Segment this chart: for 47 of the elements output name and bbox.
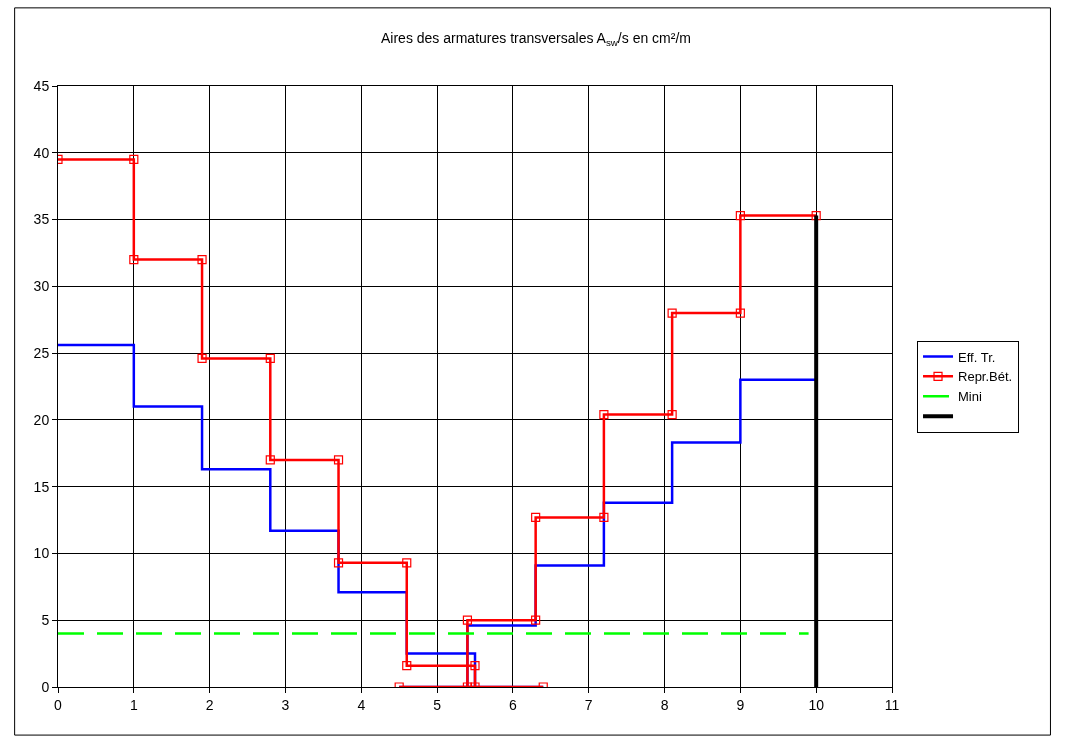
point [129,154,139,165]
point [197,255,207,265]
legend-label: Mini [958,389,982,405]
legend-label: Eff. Tr. [958,349,996,365]
legend-label: Repr.Bét. [958,369,1013,385]
point [197,353,207,364]
point [462,615,473,625]
point [667,409,677,420]
point [470,661,480,671]
x-tick-label: 2 [205,696,214,713]
point [265,455,275,465]
y-tick-label: 20 [33,411,50,428]
y-tick-label: 40 [33,144,50,161]
point [129,255,139,265]
x-tick-label: 10 [808,696,825,713]
point [735,308,745,318]
x-tick-label: 3 [281,696,290,713]
y-tick-label: 25 [33,345,50,362]
chart-title: Aires des armatures transversales A$_{sw}$/s en cm²/m [381,30,691,49]
x-tick-label: 9 [736,696,745,713]
point [531,512,541,522]
point [531,615,541,625]
point [402,558,412,568]
x-tick-label: 0 [54,696,63,713]
point [811,210,821,221]
y-tick-label: 10 [33,545,50,562]
y-tick-label: 0 [41,678,50,695]
y-tick-label: 30 [33,278,50,295]
y-tick-label: 15 [33,478,50,495]
x-tick-label: 8 [660,696,669,713]
point [265,353,275,364]
y-tick-label: 5 [41,612,50,629]
point [667,308,677,318]
x-tick-label: 5 [433,696,442,713]
x-tick-label: 7 [584,696,593,713]
point [599,512,609,522]
y-tick-label: 45 [33,77,50,94]
point [333,455,344,465]
x-tick-label: 1 [129,696,138,713]
x-tick-label: 11 [884,696,900,713]
x-tick-label: 6 [509,696,518,713]
y-tick-label: 35 [33,211,50,228]
point [402,661,412,671]
point [599,409,609,420]
point [333,558,344,568]
x-tick-label: 4 [357,696,366,713]
point [735,210,745,221]
